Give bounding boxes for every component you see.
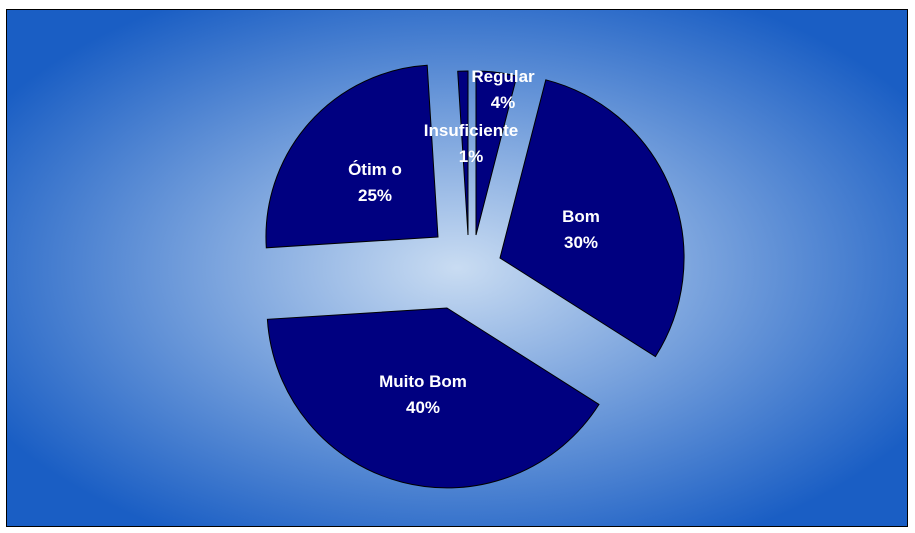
- pie-slice-muito-bom: [266, 307, 600, 489]
- slice-label-regular: Regular: [471, 67, 535, 86]
- pie-slice-otimo: [265, 64, 439, 249]
- slice-label-bom: Bom: [562, 207, 600, 226]
- slice-value-insuficiente: 1%: [459, 147, 484, 166]
- pie-slice-regular: [475, 70, 518, 236]
- slice-value-muito-bom: 40%: [406, 398, 440, 417]
- slice-label-otimo: Ótim o: [348, 160, 402, 179]
- slice-value-otimo: 25%: [358, 186, 392, 205]
- slice-label-muito-bom: Muito Bom: [379, 372, 467, 391]
- pie-slice-insuficiente: [457, 70, 469, 236]
- slice-value-regular: 4%: [491, 93, 516, 112]
- pie-chart: Regular 4% Bom 30% Muito Bom 40% Ótim o 25% Insu…: [7, 10, 907, 526]
- slice-label-insuficiente: Insuficiente: [424, 121, 518, 140]
- pie-slice-bom: [499, 79, 685, 358]
- slice-value-bom: 30%: [564, 233, 598, 252]
- chart-frame: Regular 4% Bom 30% Muito Bom 40% Ótim o 25% Insu…: [6, 9, 908, 527]
